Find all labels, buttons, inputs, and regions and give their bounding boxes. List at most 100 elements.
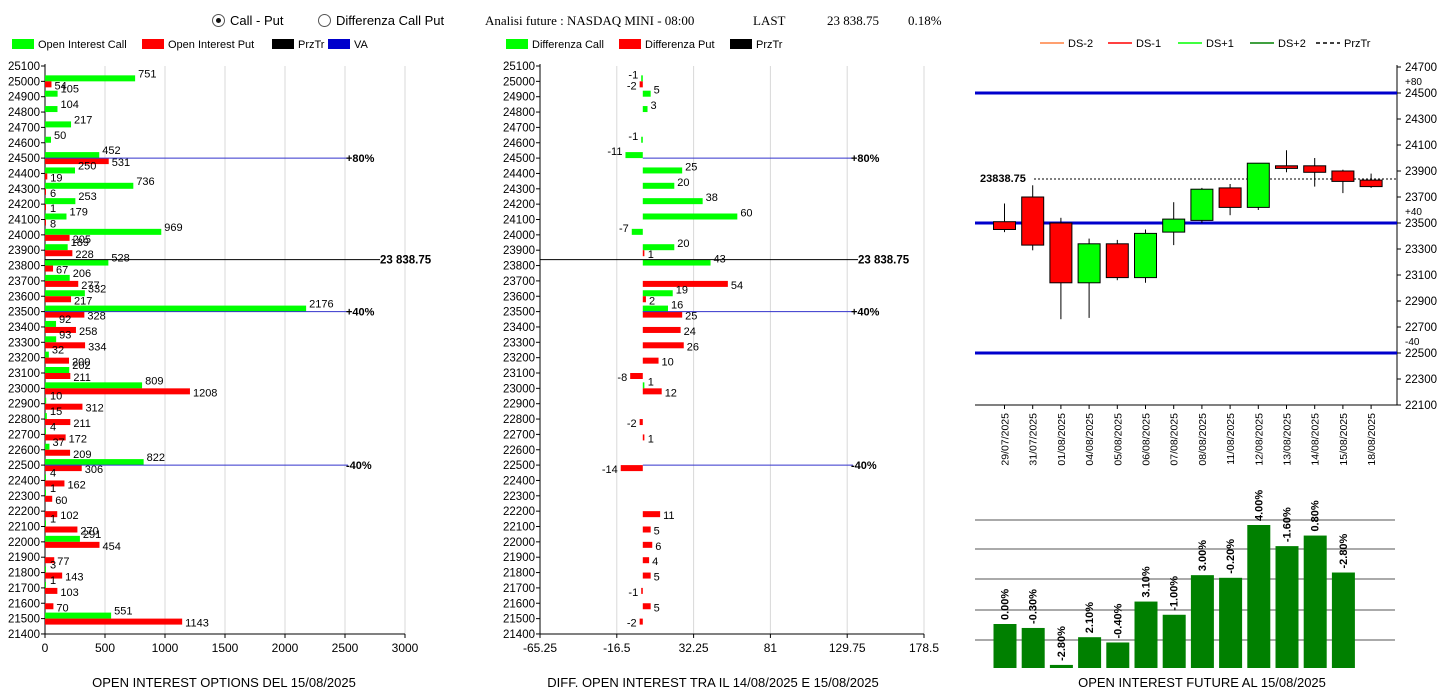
radio-differenza[interactable]: Differenza Call Put (318, 13, 444, 28)
p2-put-bar (642, 541, 653, 548)
p3-y-tick-label: 22100 (1405, 400, 1437, 412)
p1-y-tick-label: 22700 (8, 429, 40, 441)
p2-put-bar (642, 434, 645, 441)
p1-call-label: 551 (114, 606, 132, 618)
p1-call-bar (45, 290, 85, 297)
p2-call-label: 20 (677, 238, 689, 250)
p3-legend-label-3: DS+2 (1278, 38, 1306, 50)
p1-y-tick-label: 22900 (8, 399, 40, 411)
p2-put-label: -2 (627, 418, 637, 430)
p2-put-bar (639, 618, 643, 625)
p1-put-label: 143 (65, 572, 83, 584)
p3-x-tick-label: 15/08/2025 (1338, 413, 1350, 466)
p2-y-tick-label: 22700 (503, 429, 535, 441)
p1-put-label: 60 (55, 495, 67, 507)
p3-x-tick-label: 01/08/2025 (1056, 413, 1068, 466)
p1-call-bar (45, 351, 49, 358)
p2-call-label: -1 (628, 69, 638, 81)
p4-bar (1021, 627, 1045, 668)
p3-legend-label-0: DS-2 (1068, 38, 1093, 50)
p4-bar (1106, 642, 1130, 668)
p2-call-bar (642, 90, 651, 97)
p1-call-bar (45, 382, 143, 389)
p1-put-bar (45, 234, 70, 241)
p1-y-tick-label: 22400 (8, 475, 40, 487)
p3-y-tick-label: 23900 (1405, 166, 1437, 178)
p1-y-tick-label: 23800 (8, 261, 40, 273)
p2-put-bar (639, 81, 643, 88)
p2-put-bar (642, 357, 659, 364)
p1-put-bar (45, 449, 71, 456)
p2-call-bar (642, 198, 703, 205)
p2-put-label: 5 (654, 572, 660, 584)
p1-put-label: 270 (80, 526, 98, 538)
p1-y-tick-label: 21800 (8, 568, 40, 580)
p4-bar (1331, 572, 1355, 668)
p2-put-label: 4 (652, 556, 658, 568)
p1-call-label: 93 (59, 329, 71, 341)
p1-call-bar (45, 182, 134, 189)
p2-put-label: 1 (648, 433, 654, 445)
p3-y-tick-label: 22500 (1405, 348, 1437, 360)
p1-call-bar (45, 413, 47, 420)
p1-y-tick-label: 23700 (8, 276, 40, 288)
p1-call-label: 736 (136, 176, 154, 188)
p1-put-bar (45, 219, 46, 226)
p3-x-tick-label: 08/08/2025 (1197, 413, 1209, 466)
p2-y-tick-label: 22000 (503, 537, 535, 549)
p1-put-bar (45, 373, 71, 379)
p1-call-label: 822 (147, 452, 165, 464)
p3-candle-body (1246, 162, 1270, 208)
radio-selected-icon[interactable] (212, 14, 225, 27)
p2-y-tick-label: 21900 (503, 552, 535, 564)
p1-legend-swatch-2 (272, 39, 294, 49)
p2-y-tick-label: 22500 (503, 460, 535, 472)
p3-y-tick-label: 24300 (1405, 114, 1437, 126)
p2-y-tick-label: 21600 (503, 598, 535, 610)
p1-call-label: 37 (52, 437, 64, 449)
p2-prztr-label: 23 838.75 (858, 255, 910, 267)
p2-put-bar (642, 572, 651, 579)
p1-put-label: 172 (69, 433, 87, 445)
p3-band-label: -40 (1405, 337, 1420, 348)
p3-y-tick-label: 22700 (1405, 322, 1437, 334)
p1-y-tick-label: 24900 (8, 92, 40, 104)
p1-put-label: 531 (112, 157, 130, 169)
p1-call-label: 3 (50, 560, 56, 572)
p2-y-tick-label: 23000 (503, 383, 535, 395)
p1-caption: OPEN INTEREST OPTIONS DEL 15/08/2025 (92, 675, 356, 689)
p3-y-tick-label: 23700 (1405, 192, 1437, 204)
p3-y-tick-label: 24700 (1405, 62, 1437, 74)
p2-call-bar (642, 259, 711, 266)
p3-x-tick-label: 05/08/2025 (1112, 413, 1124, 466)
p2-call-bar (641, 75, 643, 82)
p1-y-tick-label: 24200 (8, 199, 40, 211)
p3-y-tick-label: 22300 (1405, 374, 1437, 386)
p1-put-label: 209 (73, 449, 91, 461)
p1-call-bar (45, 367, 70, 373)
p1-put-label: 8 (50, 219, 56, 231)
p2-call-label: 3 (651, 100, 657, 112)
radio-unselected-icon[interactable] (318, 14, 331, 27)
radio-call-put[interactable]: Call - Put (212, 13, 283, 28)
p3-legend-label-4: PrzTr (1344, 38, 1371, 50)
p4-bar (1275, 546, 1299, 668)
p1-put-bar (45, 603, 54, 610)
p2-put-label: 6 (655, 541, 661, 553)
p2-put-bar (642, 280, 728, 287)
p2-put-label: 11 (663, 510, 674, 522)
p2-call-bar (642, 244, 675, 251)
p2-put-bar (641, 587, 643, 594)
p1-y-tick-label: 23900 (8, 245, 40, 257)
p2-legend-label-2: PrzTr (756, 39, 783, 51)
p1-call-label: 92 (59, 314, 71, 326)
p3-candle-body (1049, 222, 1073, 284)
p1-put-label: 334 (88, 341, 106, 353)
p2-y-tick-label: 21500 (503, 614, 535, 626)
p1-x-tick-label: 2000 (272, 641, 299, 655)
p1-put-label: 54 (54, 80, 66, 92)
p1-call-bar (45, 566, 46, 573)
p2-call-bar (642, 106, 648, 113)
p2-y-tick-label: 22100 (503, 522, 535, 534)
p3-x-tick-label: 04/08/2025 (1084, 413, 1096, 466)
